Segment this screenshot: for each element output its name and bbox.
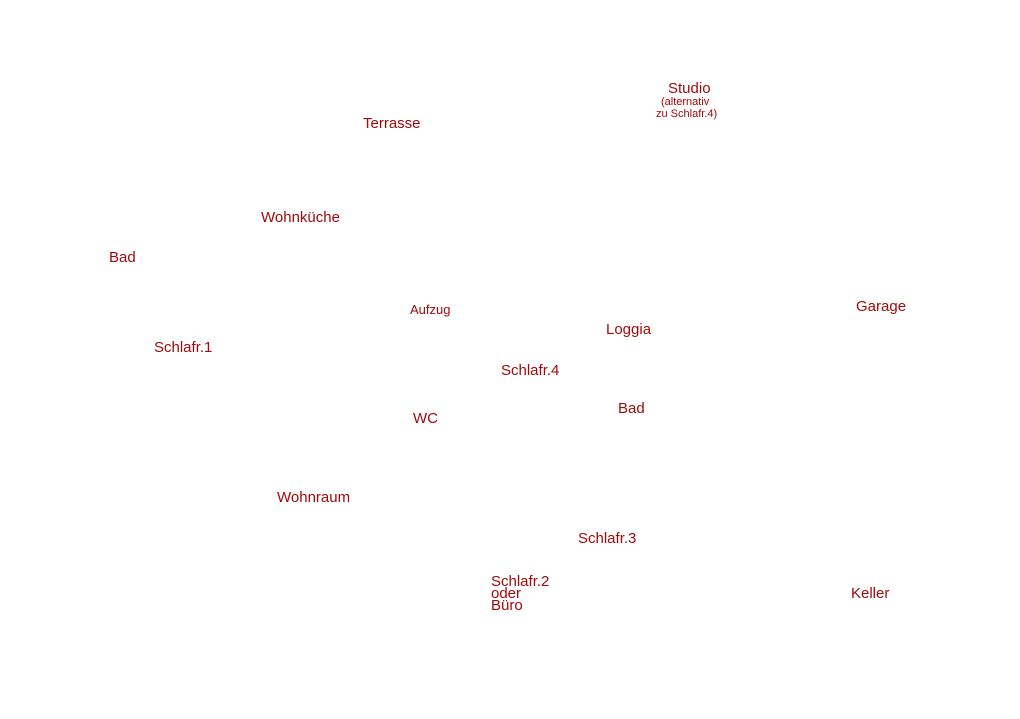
- room-label: WC: [413, 410, 438, 427]
- room-label: Keller: [851, 585, 890, 602]
- room-note: zu Schlafr.4): [656, 108, 718, 120]
- room-label: Loggia: [606, 321, 652, 338]
- room-label: Bad: [109, 249, 136, 266]
- room-label: Wohnraum: [277, 489, 351, 506]
- room-label: Terrasse: [363, 115, 421, 132]
- room-label: Schlafr.4: [501, 362, 560, 379]
- room-label: Studio: [668, 80, 711, 97]
- room-label: Garage: [856, 298, 907, 315]
- room-label: Bad: [618, 400, 645, 417]
- room-label: Wohnküche: [261, 209, 340, 226]
- room-label: Schlafr.3: [578, 530, 637, 547]
- room-label: Aufzug: [410, 302, 451, 317]
- room-label: Schlafr.1: [154, 339, 213, 356]
- room-note: (alternativ: [661, 96, 710, 108]
- room-label: Schlafr.2: [491, 573, 550, 590]
- room-label: oder: [491, 585, 522, 602]
- room-label: Büro: [491, 597, 523, 614]
